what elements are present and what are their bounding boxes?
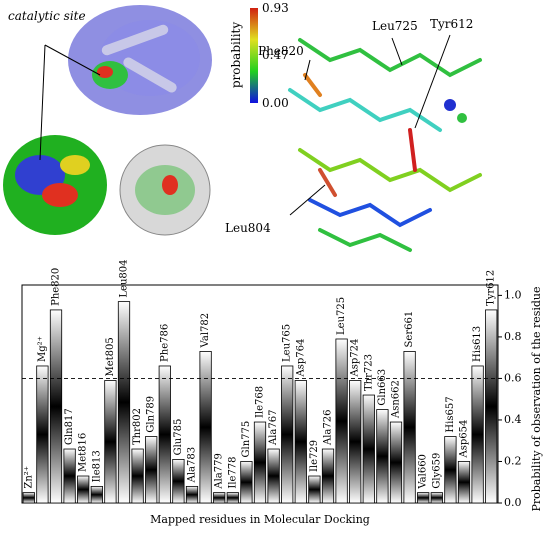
colorbar [250, 8, 258, 103]
bar-label: Ile778 [227, 456, 238, 488]
bar-label: Tyr612 [486, 270, 497, 306]
bar-label: Thr802 [132, 408, 143, 445]
bar-label: Gly659 [431, 453, 442, 489]
bar-label: Gln817 [64, 408, 75, 445]
bar-label: Gln775 [241, 421, 252, 458]
y-tick-label: 0.8 [504, 330, 522, 343]
bar-label: Ile813 [91, 450, 102, 482]
protein-ribbon [68, 5, 212, 115]
bar-label: Thr723 [363, 354, 374, 391]
bar-label: Leu725 [336, 297, 347, 335]
bar [226, 492, 239, 504]
bar [444, 436, 457, 504]
bar [213, 492, 226, 504]
bar [430, 492, 443, 504]
x-axis-title: Mapped residues in Molecular Docking [150, 513, 370, 526]
bar [389, 421, 403, 504]
bar [104, 380, 117, 504]
bar [36, 365, 49, 504]
bar-label: Glu785 [173, 419, 184, 456]
bar-label: Ser661 [404, 311, 415, 348]
bar-label: Gln789 [146, 396, 157, 433]
catalytic-site-label: catalytic site [8, 9, 86, 23]
bar [471, 365, 484, 504]
y-tick-label: 0.4 [504, 413, 522, 426]
bar [185, 485, 199, 504]
bar-label: Leu765 [282, 324, 293, 362]
bar [349, 380, 362, 504]
bar [308, 475, 321, 504]
bar [63, 448, 76, 504]
bar [321, 448, 335, 504]
bar [376, 409, 389, 504]
residue-label: Phe820 [258, 44, 304, 58]
bar [294, 380, 307, 504]
bar-label: Val782 [200, 313, 211, 349]
bar-label: Leu804 [119, 260, 130, 298]
bar [335, 338, 348, 504]
colorbar-tick-label: 0.00 [262, 96, 289, 110]
y-tick-label: 0.2 [504, 454, 522, 467]
bar-label: Ala726 [323, 410, 334, 446]
bar [158, 365, 171, 504]
residue-label: Tyr612 [430, 17, 473, 31]
colorbar-tick-label: 0.93 [262, 1, 289, 15]
bar-label: Zn²⁺ [23, 466, 34, 489]
residue-label: Leu725 [372, 19, 418, 33]
bar-label: His613 [472, 326, 483, 362]
bar [485, 309, 498, 504]
bar [417, 492, 430, 504]
bar-label: Ile768 [255, 386, 266, 418]
bar-label: Asn662 [391, 380, 402, 419]
bar-label: Ala783 [187, 447, 198, 483]
y-tick-label: 1.0 [504, 288, 522, 301]
bar [253, 421, 267, 504]
colorbar-label: probability [229, 22, 243, 88]
bar [362, 394, 375, 504]
bar-label: Mg²⁺ [37, 336, 48, 362]
bar [199, 351, 212, 504]
bar-label: Asp764 [295, 339, 306, 378]
residue-label: Leu804 [225, 221, 271, 235]
mesh-view [119, 144, 211, 236]
bar-label: Phe820 [51, 268, 62, 306]
bar-label: Asp654 [459, 420, 470, 459]
bar [403, 351, 416, 504]
bar [145, 436, 158, 504]
bar-label: Phe786 [159, 324, 170, 362]
bar-label: His657 [445, 396, 456, 432]
bar [77, 475, 90, 504]
bar-chart: 0.0 0.2 0.4 0.6 0.8 1.0 Probability of observa… [21, 260, 543, 526]
bar-label: Ala779 [214, 453, 225, 489]
bar [281, 365, 294, 504]
bar-label: Val660 [418, 454, 429, 490]
y-tick-label: 0.6 [504, 371, 522, 384]
bar-label: Gln663 [377, 369, 388, 406]
bar-label: Ala767 [268, 410, 279, 446]
bar [457, 461, 471, 504]
bar [90, 485, 103, 504]
bar [117, 301, 131, 504]
bar [49, 309, 63, 504]
bar-label: Ile729 [309, 440, 320, 472]
bar [172, 458, 185, 504]
bar-label: Met816 [78, 433, 89, 472]
bar-label: Met805 [105, 337, 116, 376]
binding-site-sticks [288, 38, 482, 252]
y-axis-title: Probability of observation of the residu… [530, 286, 543, 511]
bar [22, 492, 35, 504]
bar [267, 448, 280, 504]
catalytic-arrows [39, 44, 101, 161]
surface-view [3, 135, 107, 235]
bar [131, 448, 144, 504]
bar-label: Asp724 [350, 339, 361, 378]
label-arrows [289, 34, 451, 216]
y-tick-label: 0.0 [504, 496, 522, 509]
colorbar-tick-label: 0.47 [262, 48, 289, 62]
bar [240, 461, 253, 504]
